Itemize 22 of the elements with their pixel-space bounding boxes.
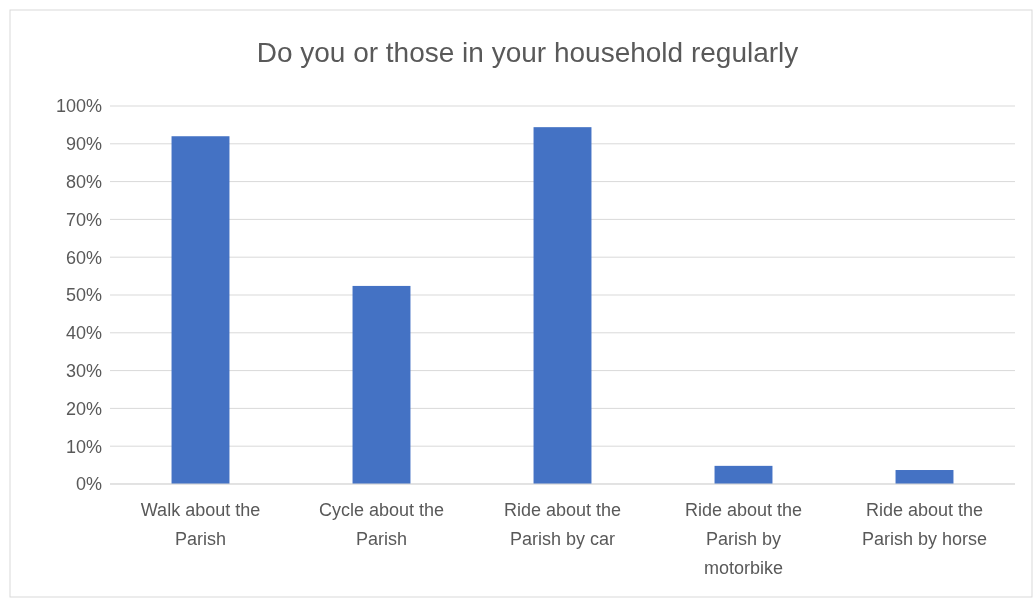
x-tick-label: Ride about the Parish by car (503, 500, 622, 549)
y-tick-label: 50% (65, 285, 102, 306)
x-tick-label: Ride about the Parish by motorbike (684, 500, 803, 578)
y-tick-label: 30% (65, 360, 102, 381)
bar (714, 465, 773, 484)
y-tick-label: 60% (65, 247, 102, 268)
y-tick-label: 20% (65, 398, 102, 419)
chart-title: Do you or those in your household regularly (256, 37, 799, 68)
x-tick-label: Cycle about the Parish (318, 500, 445, 549)
bar (533, 127, 592, 484)
y-tick-label: 70% (65, 209, 102, 230)
y-tick-label: 80% (65, 171, 102, 192)
bar (171, 136, 230, 484)
bar (352, 285, 411, 484)
y-tick-label: 40% (65, 323, 102, 344)
y-tick-label: 100% (55, 96, 102, 117)
y-tick-label: 10% (65, 436, 102, 457)
bar (895, 470, 954, 484)
x-tick-label: Ride about the Parish by horse (861, 500, 988, 549)
y-tick-label: 90% (65, 134, 102, 155)
y-tick-label: 0% (75, 474, 102, 495)
x-tick-label: Walk about the Parish (140, 500, 261, 549)
